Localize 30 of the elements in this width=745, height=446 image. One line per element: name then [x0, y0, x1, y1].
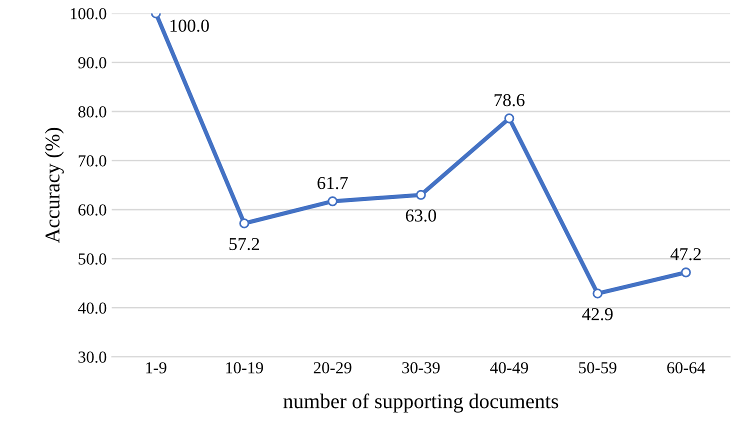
- x-tick-label: 20-29: [314, 362, 352, 374]
- x-tick-label: 40-49: [490, 362, 528, 374]
- data-label: 57.2: [230, 238, 260, 250]
- x-tick-label: 60-64: [667, 362, 706, 374]
- data-label: 63.0: [406, 209, 436, 222]
- data-label: 78.6: [494, 94, 525, 106]
- point: [328, 196, 338, 206]
- y-tick-label: 70.0: [78, 155, 106, 167]
- y-tick-label: 40.0: [78, 302, 106, 314]
- data-label: 47.2: [670, 248, 701, 260]
- y-tick-label: 30.0: [78, 352, 106, 363]
- point: [416, 190, 426, 200]
- y-axis-title: Accuracy (%): [44, 128, 64, 244]
- y-tick-label: 80.0: [78, 106, 106, 118]
- x-tick-label: 1-9: [146, 362, 166, 374]
- y-tick-label: 90.0: [78, 57, 106, 68]
- data-label: 100.0: [170, 20, 209, 32]
- y-tick-label: 60.0: [78, 204, 106, 216]
- point: [239, 218, 250, 228]
- point: [592, 288, 603, 299]
- point: [680, 267, 691, 278]
- y-tick-label: 50.0: [78, 253, 106, 265]
- data-label: 61.7: [318, 177, 348, 190]
- x-tick-label: 30-39: [402, 362, 440, 374]
- y-tick-label: 100.0: [70, 8, 106, 20]
- data-label: 42.9: [582, 308, 613, 320]
- point: [504, 113, 514, 124]
- x-tick-label: 50-59: [579, 362, 616, 374]
- x-tick-label: 10-19: [226, 362, 264, 374]
- x-axis-title: number of supporting documents: [283, 393, 558, 413]
